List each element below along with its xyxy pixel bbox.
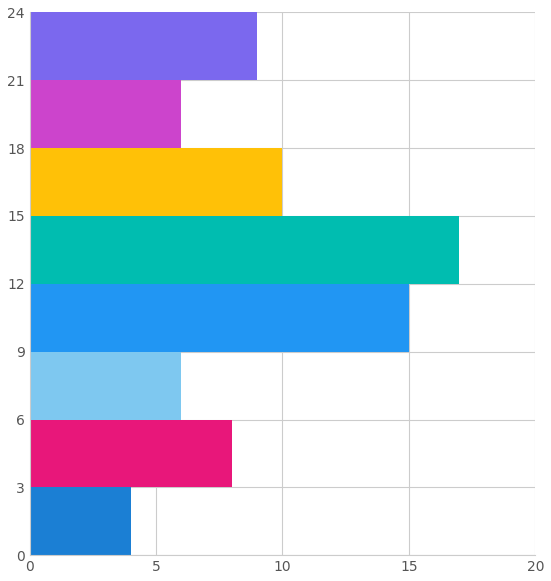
Bar: [30, 148, 283, 216]
Bar: [30, 352, 181, 419]
Bar: [30, 80, 181, 148]
Bar: [30, 487, 131, 555]
Bar: [30, 12, 257, 80]
Bar: [30, 419, 232, 487]
Bar: [30, 284, 409, 352]
Bar: [30, 216, 460, 284]
